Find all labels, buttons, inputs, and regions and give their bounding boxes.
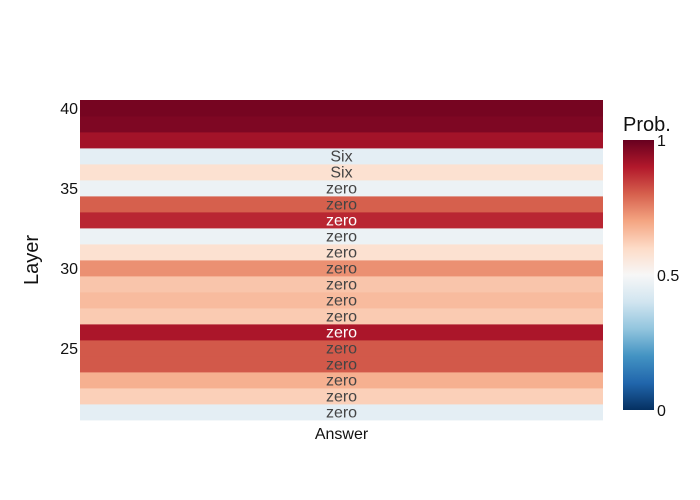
y-tick-30: 30 [60, 261, 78, 278]
y-tick-35: 35 [60, 181, 78, 198]
heatmap-cell-37 [80, 148, 603, 165]
heatmap-cell-25 [80, 340, 603, 357]
heatmap-cell-30 [80, 260, 603, 277]
cell-label-28: zero [326, 293, 357, 310]
y-axis-ticks: 25 30 35 40 [60, 101, 78, 358]
colorbar-tick-0: 0 [657, 403, 666, 420]
cell-label-21: zero [326, 405, 357, 422]
colorbar: Prob. 00.51 [623, 114, 679, 420]
heatmap-cell-26 [80, 324, 603, 341]
cell-label-22: zero [326, 389, 357, 406]
colorbar-ticks: 00.51 [657, 133, 679, 420]
cell-label-25: zero [326, 341, 357, 358]
cell-label-36: Six [330, 165, 352, 182]
heatmap-cell-35 [80, 180, 603, 197]
cell-label-32: zero [326, 229, 357, 246]
colorbar-gradient [623, 140, 654, 410]
cell-label-26: zero [326, 325, 357, 342]
heatmap-cell-22 [80, 388, 603, 405]
cell-label-27: zero [326, 309, 357, 326]
cell-label-33: zero [326, 213, 357, 230]
heatmap-cell-33 [80, 212, 603, 229]
heatmap-cell-24 [80, 356, 603, 373]
heatmap-cell-23 [80, 372, 603, 389]
heatmap-cells: zerozerozerozerozerozerozerozerozerozero… [80, 100, 603, 422]
heatmap-cell-36 [80, 164, 603, 181]
colorbar-tick-1: 1 [657, 133, 666, 150]
heatmap-cell-39 [80, 116, 603, 133]
y-tick-25: 25 [60, 341, 78, 358]
cell-label-24: zero [326, 357, 357, 374]
cell-label-23: zero [326, 373, 357, 390]
cell-label-37: Six [330, 149, 352, 166]
cell-label-29: zero [326, 277, 357, 294]
cell-label-30: zero [326, 261, 357, 278]
cell-label-31: zero [326, 245, 357, 262]
y-tick-40: 40 [60, 101, 78, 118]
heatmap-cell-21 [80, 404, 603, 421]
heatmap-cell-31 [80, 244, 603, 261]
cell-label-34: zero [326, 197, 357, 214]
y-axis-title: Layer [21, 235, 43, 285]
heatmap-cell-34 [80, 196, 603, 213]
heatmap-cell-28 [80, 292, 603, 309]
x-tick-answer: Answer [315, 426, 369, 443]
heatmap-cell-38 [80, 132, 603, 149]
heatmap-cell-27 [80, 308, 603, 325]
cell-label-35: zero [326, 181, 357, 198]
colorbar-tick-0-5: 0.5 [657, 268, 679, 285]
heatmap-cell-32 [80, 228, 603, 245]
heatmap-cell-29 [80, 276, 603, 293]
colorbar-title: Prob. [623, 114, 671, 136]
heatmap-cell-40 [80, 100, 603, 117]
